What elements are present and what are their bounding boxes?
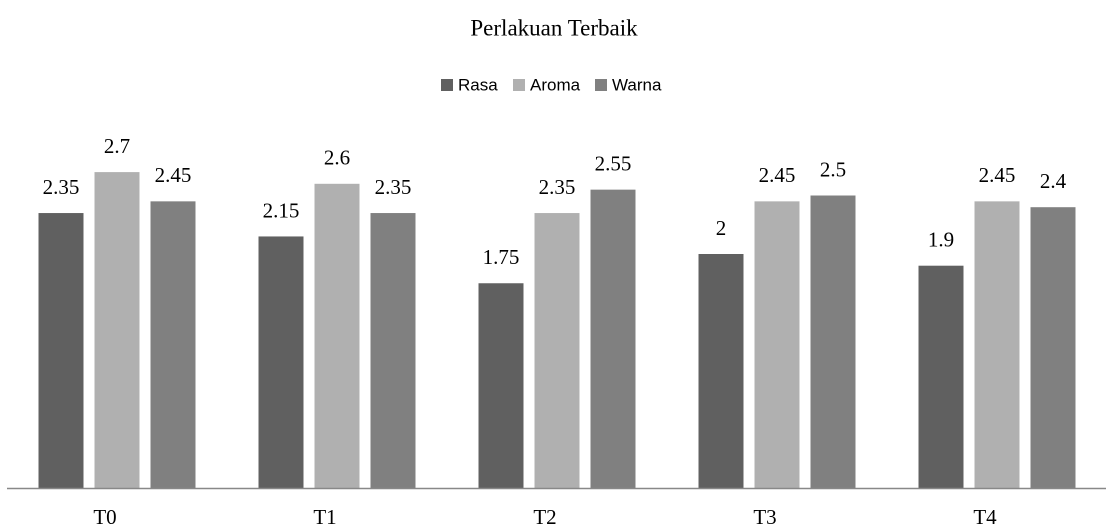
value-label: 2.6 <box>324 146 350 170</box>
bar <box>754 201 800 488</box>
x-tick-label: T4 <box>973 505 997 529</box>
value-label: 2.45 <box>155 163 192 187</box>
bar <box>1030 207 1076 488</box>
x-tick-label: T1 <box>313 505 336 529</box>
value-label: 2.35 <box>539 175 576 199</box>
value-label: 2.45 <box>979 163 1016 187</box>
x-tick-label: T3 <box>753 505 776 529</box>
legend-label: Rasa <box>458 75 498 94</box>
value-label: 2.15 <box>263 198 300 222</box>
bar <box>150 201 196 488</box>
value-label: 2.4 <box>1040 169 1067 193</box>
bar <box>810 195 856 488</box>
legend-swatch <box>513 79 525 91</box>
x-tick-label: T2 <box>533 505 556 529</box>
bar <box>478 283 524 488</box>
value-label: 2 <box>716 216 727 240</box>
bar <box>534 213 580 489</box>
bar <box>38 213 84 489</box>
legend-label: Aroma <box>530 75 581 94</box>
value-label: 2.35 <box>375 175 412 199</box>
legend-swatch <box>441 79 453 91</box>
value-label: 2.5 <box>820 157 846 181</box>
value-label: 2.45 <box>759 163 796 187</box>
bar <box>590 189 636 488</box>
bar <box>918 265 964 488</box>
value-label: 2.7 <box>104 134 130 158</box>
bar <box>258 236 304 488</box>
value-label: 2.35 <box>43 175 80 199</box>
bar <box>698 254 744 488</box>
value-label: 1.9 <box>928 228 954 252</box>
bar <box>370 213 416 489</box>
legend-label: Warna <box>612 75 662 94</box>
chart-title: Perlakuan Terbaik <box>470 15 638 40</box>
x-tick-label: T0 <box>93 505 116 529</box>
legend-swatch <box>595 79 607 91</box>
bar <box>314 183 360 489</box>
value-label: 2.55 <box>595 151 632 175</box>
bar <box>94 172 140 488</box>
bar <box>974 201 1020 488</box>
value-label: 1.75 <box>483 245 520 269</box>
